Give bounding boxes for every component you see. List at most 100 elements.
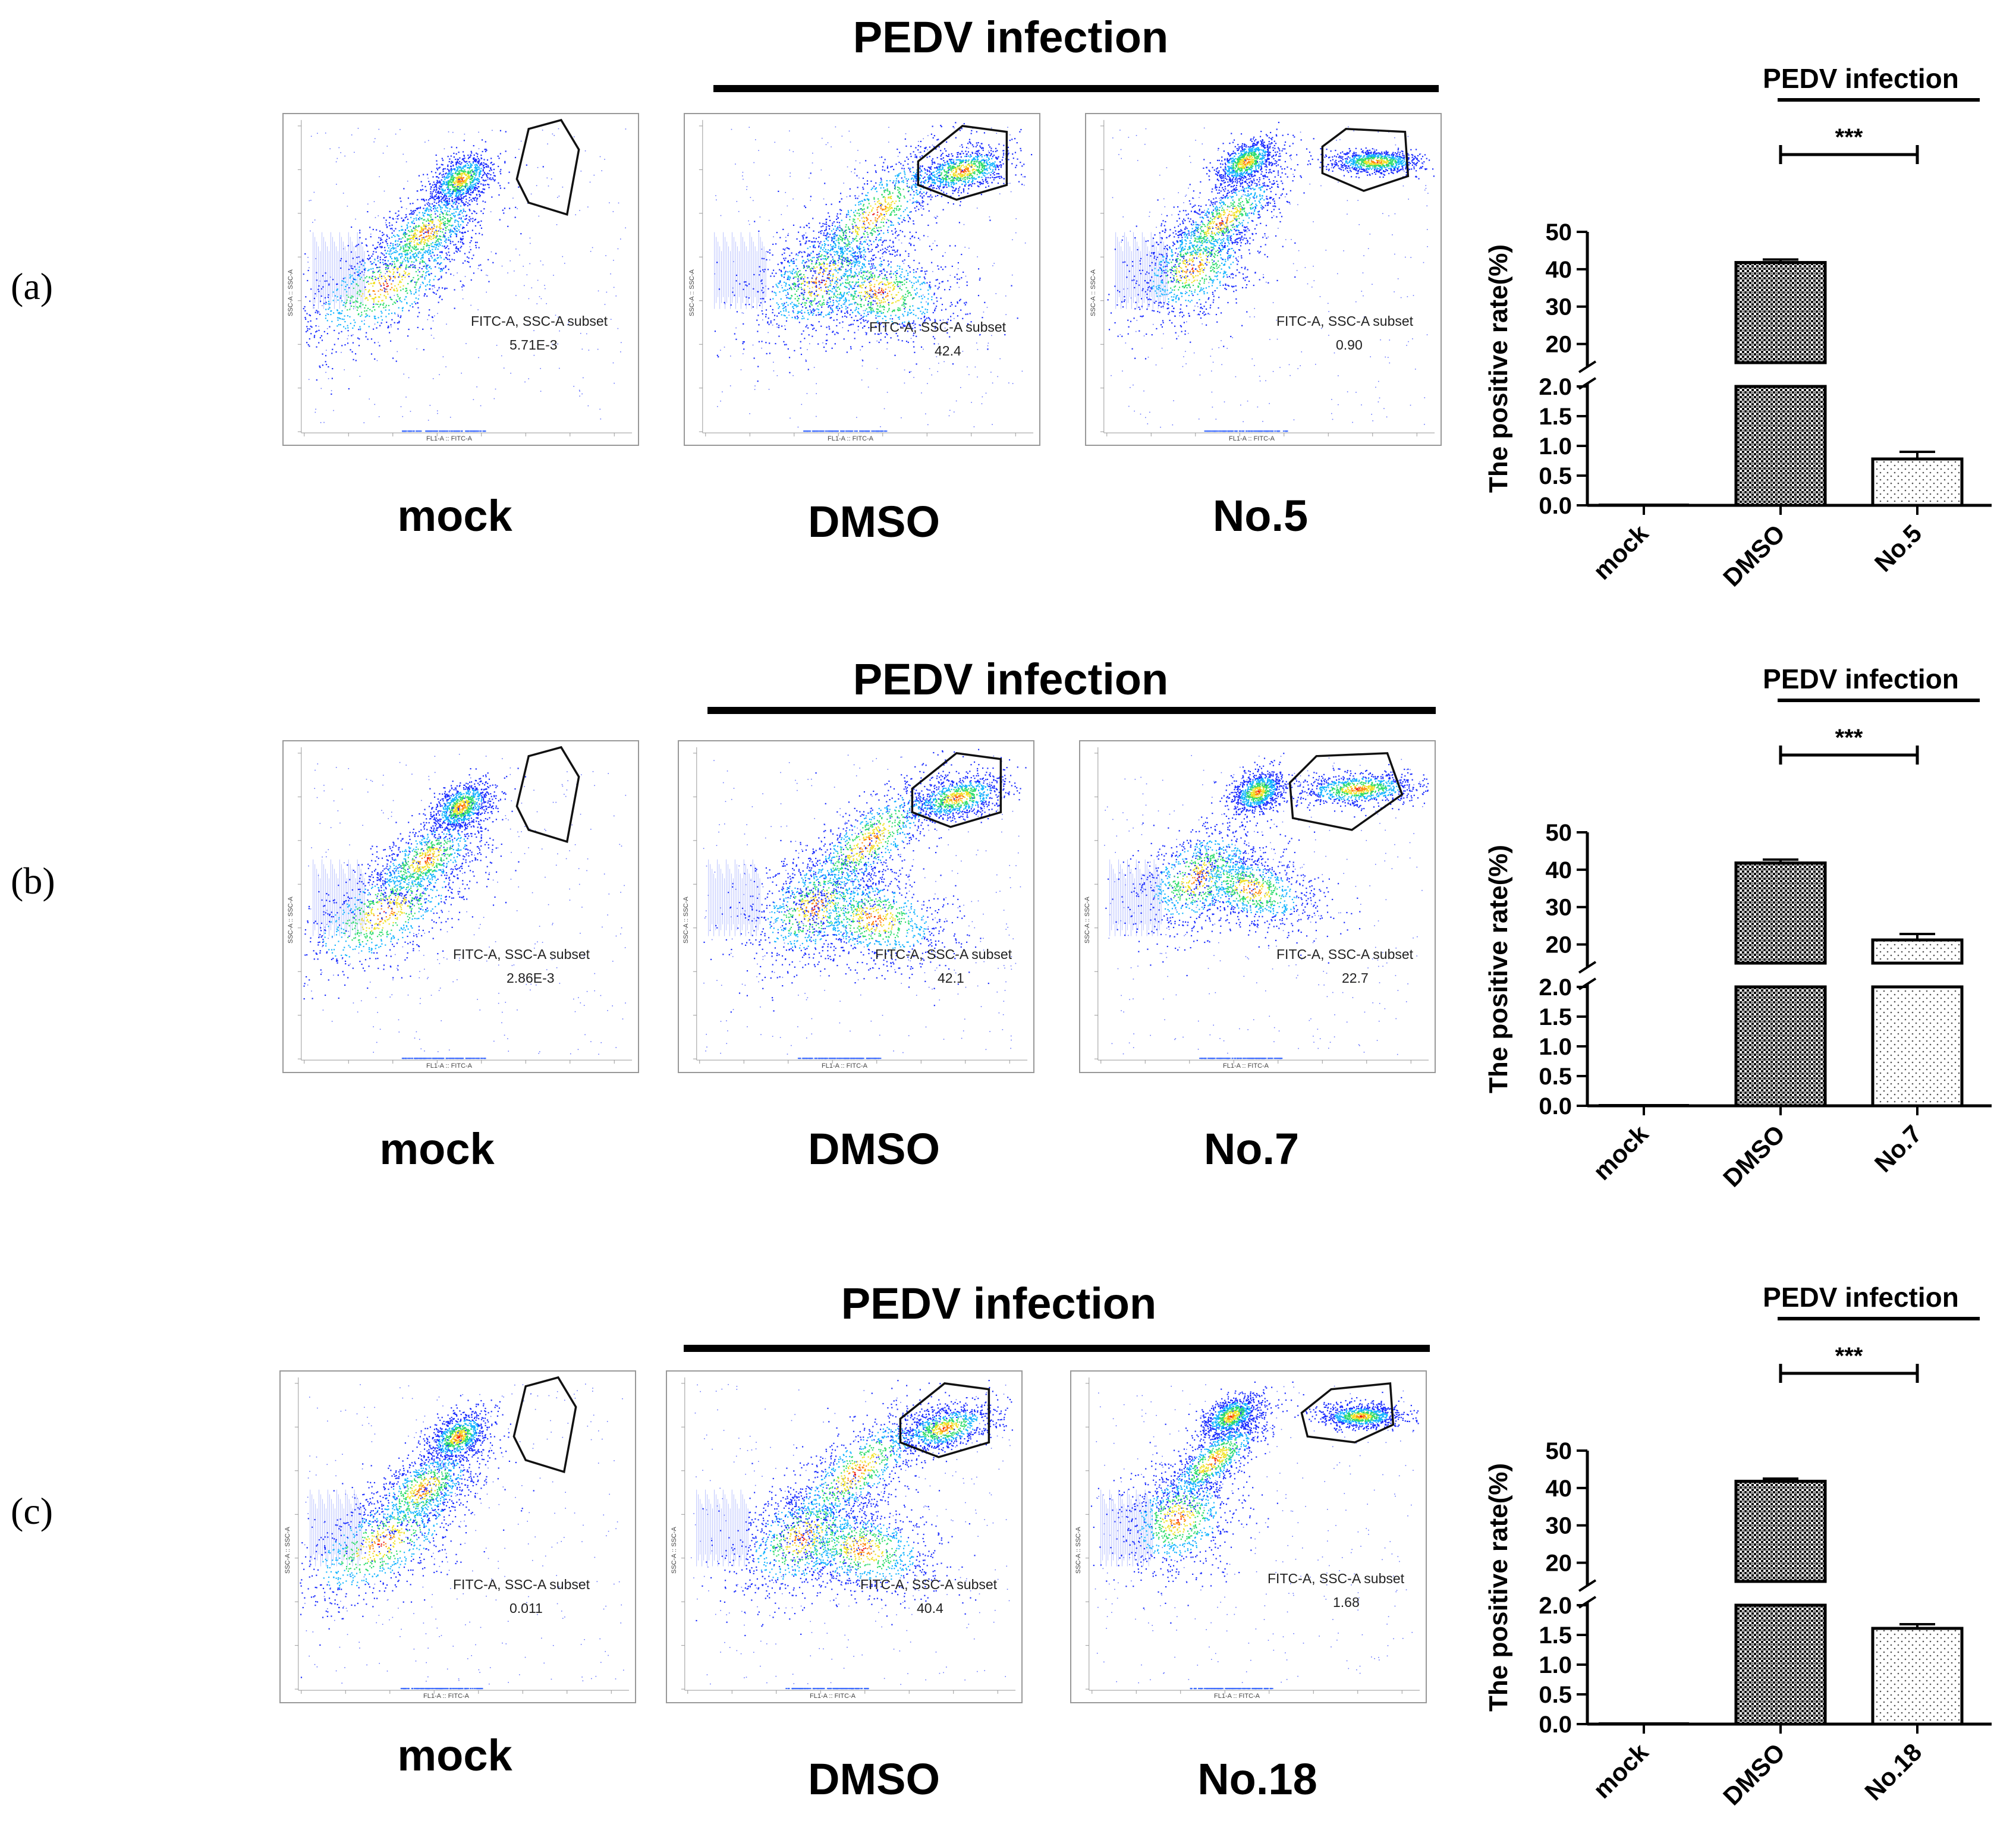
bar-chart-title: PEDV infection xyxy=(1763,1282,1959,1313)
bar xyxy=(1873,459,1962,505)
subset-label: FITC-A, SSC-A subset xyxy=(471,313,608,329)
y-tick-label: 40 xyxy=(1546,257,1572,283)
subset-value: 42.4 xyxy=(935,343,961,359)
bar-chart-title-underline xyxy=(1778,98,1980,102)
bar xyxy=(1599,1105,1688,1106)
bar-chart-title: PEDV infection xyxy=(1763,663,1959,694)
flow-plot-dmso: FITC-A, SSC-A subset 42.1 SSC-A :: SSC-A… xyxy=(678,740,1034,1073)
bar xyxy=(1599,504,1688,505)
bar-upper-segment xyxy=(1736,863,1825,963)
y-axis-label: The positive rate(%) xyxy=(1484,845,1513,1093)
flow-plot-treatment: FITC-A, SSC-A subset 0.90 SSC-A :: SSC-A… xyxy=(1085,113,1442,446)
bar-lower-segment xyxy=(1873,987,1962,1106)
y-tick-label: 0.0 xyxy=(1539,1712,1572,1738)
subset-value: 1.68 xyxy=(1333,1594,1360,1611)
bar-chart-c: PEDV infection0.00.51.01.52.020304050The… xyxy=(1468,1272,2004,1843)
row-c: (c) PEDV infection FITC-A, SSC-A subset … xyxy=(0,1225,2016,1837)
flow-y-axis-label: SSC-A :: SSC-A xyxy=(287,269,294,316)
flow-y-axis-label: SSC-A :: SSC-A xyxy=(688,269,696,316)
y-tick-label: 30 xyxy=(1546,895,1572,921)
bar-upper-segment xyxy=(1736,1482,1825,1581)
x-tick-label: mock xyxy=(1588,1119,1654,1185)
y-tick-label: 2.0 xyxy=(1539,974,1572,1001)
subset-label: FITC-A, SSC-A subset xyxy=(869,319,1006,335)
flow-plot-mock: FITC-A, SSC-A subset 5.71E-3 SSC-A :: SS… xyxy=(282,113,639,446)
flow-plot-dmso: FITC-A, SSC-A subset 42.4 SSC-A :: SSC-A… xyxy=(684,113,1040,446)
flow-y-axis-label: SSC-A :: SSC-A xyxy=(683,897,690,943)
bar-lower-segment xyxy=(1736,987,1825,1106)
subset-label: FITC-A, SSC-A subset xyxy=(1276,946,1413,963)
y-tick-label: 1.5 xyxy=(1539,1004,1572,1030)
condition-label: No.18 xyxy=(1109,1754,1406,1804)
subset-label: FITC-A, SSC-A subset xyxy=(875,946,1012,963)
panel-label: (a) xyxy=(11,265,82,309)
subset-label: FITC-A, SSC-A subset xyxy=(453,1577,590,1593)
subset-value: 2.86E-3 xyxy=(507,970,555,986)
significance-label: *** xyxy=(1835,725,1863,751)
subset-value: 22.7 xyxy=(1342,970,1369,986)
bar-chart-title: PEDV infection xyxy=(1763,63,1959,94)
condition-label: mock xyxy=(306,490,603,541)
bar-upper-segment xyxy=(1736,263,1825,363)
x-tick-label: No.5 xyxy=(1869,519,1927,577)
y-tick-label: 40 xyxy=(1546,1476,1572,1502)
subset-label: FITC-A, SSC-A subset xyxy=(1276,313,1413,329)
flow-x-axis-label: FL1-A :: FITC-A xyxy=(1214,1693,1260,1700)
condition-label: mock xyxy=(306,1730,603,1781)
flow-y-axis-label: SSC-A :: SSC-A xyxy=(284,1527,291,1574)
panel-label: (c) xyxy=(11,1489,82,1533)
bar-chart-b: PEDV infection0.00.51.01.52.020304050The… xyxy=(1468,654,2004,1225)
subset-label: FITC-A, SSC-A subset xyxy=(453,946,590,963)
y-tick-label: 1.0 xyxy=(1539,1034,1572,1060)
y-tick-label: 50 xyxy=(1546,219,1572,246)
significance-label: *** xyxy=(1835,124,1863,150)
subset-value: 5.71E-3 xyxy=(509,337,558,353)
bar-chart-title-underline xyxy=(1778,699,1980,702)
flow-plot-mock: FITC-A, SSC-A subset 0.011 SSC-A :: SSC-… xyxy=(279,1370,636,1703)
pedv-infection-bar xyxy=(684,1345,1430,1352)
y-tick-label: 1.0 xyxy=(1539,1652,1572,1678)
y-tick-label: 20 xyxy=(1546,1550,1572,1577)
flow-x-axis-label: FL1-A :: FITC-A xyxy=(1223,1062,1269,1070)
y-tick-label: 50 xyxy=(1546,820,1572,846)
panel-label: (b) xyxy=(11,859,82,903)
flow-y-axis-label: SSC-A :: SSC-A xyxy=(671,1527,678,1574)
condition-label: DMSO xyxy=(725,1754,1023,1804)
x-tick-label: DMSO xyxy=(1718,1119,1790,1192)
subset-label: FITC-A, SSC-A subset xyxy=(1268,1571,1404,1587)
flow-plot-mock: FITC-A, SSC-A subset 2.86E-3 SSC-A :: SS… xyxy=(282,740,639,1073)
bar-chart-a: PEDV infection0.00.51.01.52.020304050The… xyxy=(1468,54,2004,624)
pedv-infection-header: PEDV infection xyxy=(713,654,1308,705)
bar-lower-segment xyxy=(1736,1605,1825,1724)
x-tick-label: DMSO xyxy=(1718,519,1790,592)
subset-value: 0.90 xyxy=(1336,337,1363,353)
subset-value: 0.011 xyxy=(509,1600,543,1616)
bar-upper-segment xyxy=(1873,940,1962,963)
condition-label: No.7 xyxy=(1103,1124,1400,1174)
condition-label: DMSO xyxy=(725,496,1023,547)
y-tick-label: 1.0 xyxy=(1539,433,1572,460)
y-tick-label: 2.0 xyxy=(1539,1593,1572,1619)
flow-y-axis-label: SSC-A :: SSC-A xyxy=(1084,897,1091,943)
y-tick-label: 0.0 xyxy=(1539,493,1572,519)
condition-label: DMSO xyxy=(725,1124,1023,1174)
y-tick-label: 1.5 xyxy=(1539,1622,1572,1649)
y-tick-label: 30 xyxy=(1546,294,1572,320)
flow-x-axis-label: FL1-A :: FITC-A xyxy=(423,1693,469,1700)
y-tick-label: 0.5 xyxy=(1539,463,1572,489)
subset-value: 40.4 xyxy=(917,1600,943,1616)
flow-x-axis-label: FL1-A :: FITC-A xyxy=(810,1693,856,1700)
pedv-infection-bar xyxy=(713,85,1439,92)
pedv-infection-header: PEDV infection xyxy=(713,12,1308,62)
pedv-infection-bar xyxy=(707,707,1436,714)
subset-value: 42.1 xyxy=(938,970,964,986)
flow-x-axis-label: FL1-A :: FITC-A xyxy=(1229,435,1275,442)
y-tick-label: 0.0 xyxy=(1539,1093,1572,1119)
x-tick-label: mock xyxy=(1588,1738,1654,1804)
row-a: (a) PEDV infection FITC-A, SSC-A subset … xyxy=(0,0,2016,612)
significance-label: *** xyxy=(1835,1343,1863,1369)
y-tick-label: 20 xyxy=(1546,332,1572,358)
y-tick-label: 30 xyxy=(1546,1513,1572,1539)
y-tick-label: 2.0 xyxy=(1539,374,1572,400)
